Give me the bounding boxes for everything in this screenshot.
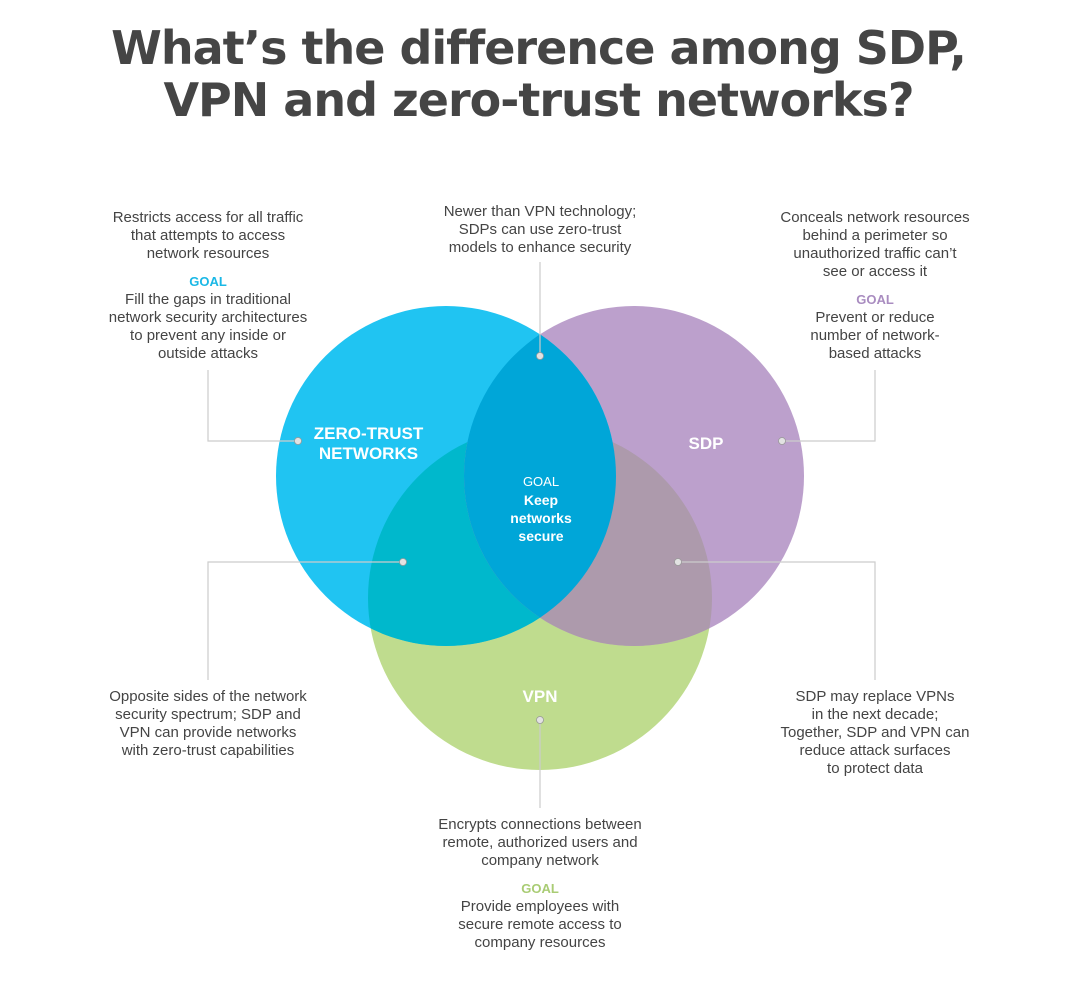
annotation-line: Opposite sides of the network	[109, 688, 307, 705]
annotation-line: security spectrum; SDP and	[115, 706, 301, 723]
goal-line: based attacks	[828, 345, 922, 362]
zt-sdp-overlap	[464, 306, 616, 646]
annotation-sdp: Conceals network resources behind a perim…	[745, 209, 1005, 363]
goal-line: secure remote access to	[458, 916, 622, 933]
goal-label: GOAL	[521, 881, 559, 896]
connector-lines	[207, 262, 876, 808]
center-goal: GOAL Keep networks secure	[510, 474, 572, 544]
goal-line: Provide employees with	[460, 898, 620, 915]
sdp-label: SDP	[688, 434, 724, 453]
goal-label: GOAL	[856, 292, 894, 307]
zero-trust-label: ZERO-TRUST NETWORKS	[313, 424, 424, 463]
annotation-zt-sdp: Newer than VPN technology; SDPs can use z…	[410, 203, 670, 257]
connector-zt-vpn	[207, 561, 403, 680]
annotation-line: that attempts to access	[130, 227, 286, 244]
annotation-line: Conceals network resources	[780, 209, 970, 226]
annotation-line: remote, authorized users and	[442, 834, 638, 851]
annotation-line: with zero-trust capabilities	[121, 742, 295, 759]
connector-sdp-vpn	[678, 561, 876, 680]
annotation-line: in the next decade;	[811, 706, 939, 723]
annotation-line: models to enhance security	[448, 239, 632, 256]
connector-zero-trust	[207, 370, 298, 442]
annotation-line: company network	[481, 852, 599, 869]
annotation-line: Together, SDP and VPN can	[780, 724, 970, 741]
annotation-line: Newer than VPN technology;	[443, 203, 637, 220]
annotation-sdp-vpn: SDP may replace VPNs in the next decade; T…	[745, 688, 1005, 778]
annotation-line: Restricts access for all traffic	[112, 209, 304, 226]
goal-label: GOAL	[189, 274, 227, 289]
annotation-line: reduce attack surfaces	[799, 742, 951, 759]
annotation-line: Encrypts connections between	[438, 816, 642, 833]
annotation-vpn: Encrypts connections between remote, auth…	[410, 816, 670, 952]
annotation-line: network resources	[146, 245, 270, 262]
annotation-line: behind a perimeter so	[802, 227, 948, 244]
vpn-label: VPN	[522, 687, 558, 706]
annotation-line: VPN can provide networks	[119, 724, 297, 741]
goal-line: company resources	[474, 934, 606, 951]
annotation-line: see or access it	[822, 263, 928, 280]
annotation-line: to protect data	[827, 760, 923, 777]
goal-line: number of network-	[810, 327, 940, 344]
annotation-line: SDPs can use zero-trust	[458, 221, 622, 238]
page-title: What’s the difference among SDP, VPN and…	[111, 21, 967, 127]
connector-sdp	[782, 370, 876, 442]
connector-dots	[294, 352, 786, 724]
goal-line: network security architectures	[108, 309, 308, 326]
goal-line: outside attacks	[157, 345, 259, 362]
annotation-zero-trust: Restricts access for all traffic that att…	[78, 209, 338, 363]
goal-line: Fill the gaps in traditional	[125, 291, 291, 308]
annotation-line: SDP may replace VPNs	[795, 688, 955, 705]
goal-line: Prevent or reduce	[815, 309, 935, 326]
annotation-zt-vpn: Opposite sides of the network security sp…	[78, 688, 338, 760]
annotation-line: unauthorized traffic can’t	[793, 245, 957, 262]
goal-line: to prevent any inside or	[130, 327, 286, 344]
